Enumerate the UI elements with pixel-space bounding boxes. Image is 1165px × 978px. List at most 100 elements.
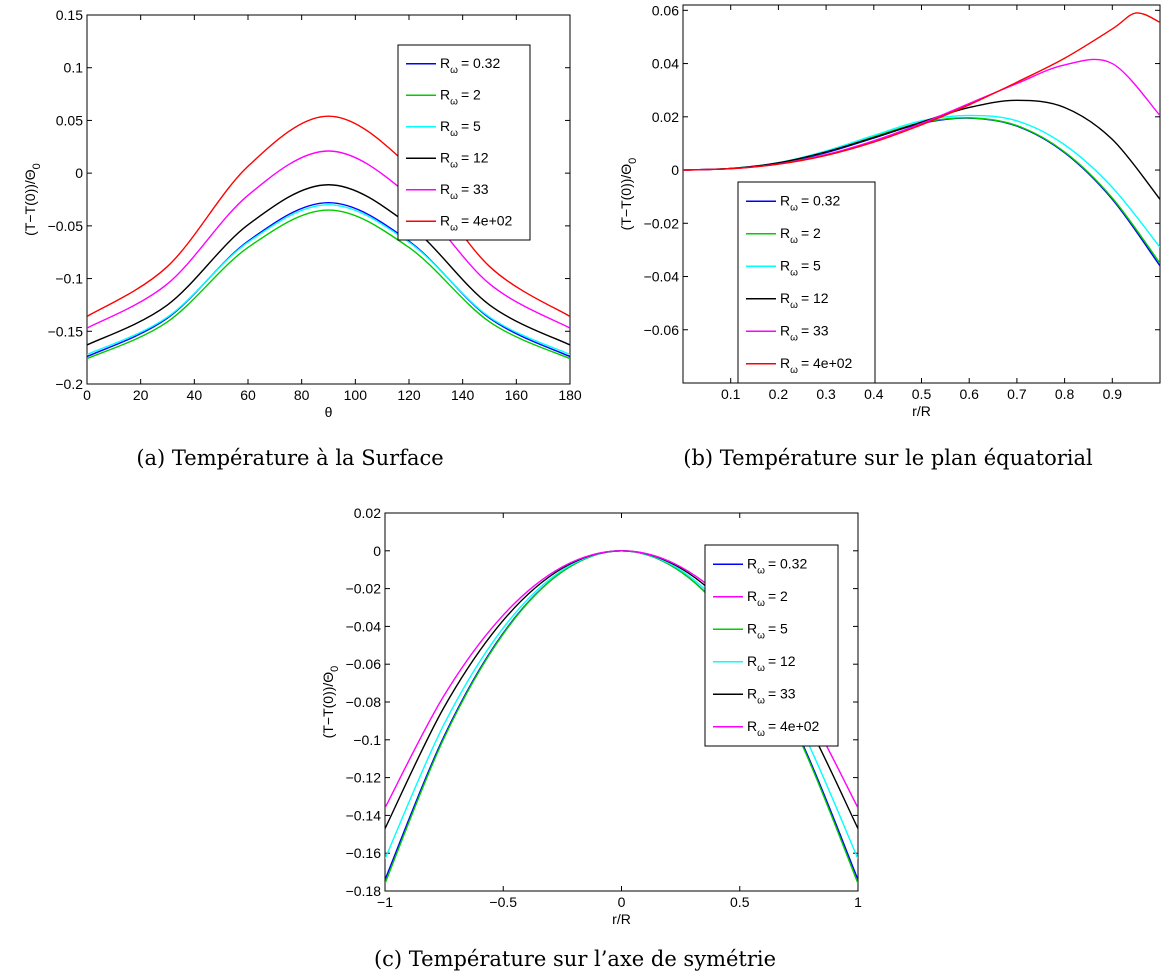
- x-tick-label: 0.9: [1103, 386, 1123, 402]
- chart-symmetry-axis-temperature: −1 −0.5 0 0.5 1 −0.18 −0.16 −0.14 −0.12 −0.1 −0.08…: [320, 505, 862, 971]
- legend-label: Rω = 2: [440, 86, 481, 107]
- y-axis-label-group: (T−T(0))/Θ0: [618, 158, 639, 231]
- x-tick-label: 1: [854, 894, 862, 910]
- x-tick-label: 20: [133, 387, 149, 403]
- y-axis-label-sub: 0: [31, 163, 43, 169]
- legend-label-value: = 4e+02: [801, 355, 853, 371]
- x-tick-label: −0.5: [489, 894, 517, 910]
- y-tick-label: 0.04: [652, 56, 679, 72]
- legend-label-sub: ω: [790, 235, 798, 246]
- x-tick-label: 0.2: [769, 386, 789, 402]
- legend-label-sub: ω: [450, 159, 458, 170]
- y-tick-label: −0.06: [346, 656, 382, 672]
- y-tick-label: −0.02: [346, 581, 382, 597]
- legend-label-symbol: R: [780, 225, 790, 241]
- y-tick-label: 0.02: [652, 109, 679, 125]
- x-tick-label: 0.4: [864, 386, 884, 402]
- legend-label-sub: ω: [790, 300, 798, 311]
- legend-label: Rω = 33: [780, 322, 829, 343]
- legend-label-value: = 33: [461, 181, 489, 197]
- y-tick-label: −0.15: [48, 323, 84, 339]
- legend-label: Rω = 4e+02: [780, 355, 853, 376]
- legend-label-symbol: R: [747, 653, 757, 669]
- y-tick-label: −0.02: [644, 215, 680, 231]
- x-tick-label: 0.6: [959, 386, 979, 402]
- y-tick-label: −0.08: [346, 694, 382, 710]
- legend-label: Rω = 0.32: [440, 55, 500, 76]
- x-tick-label: 0: [83, 387, 91, 403]
- x-tick-label: 40: [187, 387, 203, 403]
- legend-label: Rω = 2: [780, 225, 821, 246]
- y-tick-label: 0.15: [56, 7, 83, 23]
- y-tick-label: −0.2: [55, 376, 83, 392]
- series-line-3: [87, 184, 570, 346]
- legend-label-sub: ω: [450, 96, 458, 107]
- legend-label-symbol: R: [440, 181, 450, 197]
- legend-label-value: = 2: [768, 588, 788, 604]
- legend-label: Rω = 33: [747, 685, 796, 706]
- x-tick-label: −1: [377, 894, 393, 910]
- legend-label-value: = 33: [801, 322, 829, 338]
- legend-label: Rω = 0.32: [780, 192, 840, 213]
- legend-label-symbol: R: [440, 149, 450, 165]
- x-tick-label: 160: [505, 387, 529, 403]
- legend-label-sub: ω: [450, 191, 458, 202]
- x-tick-label: 0.7: [1007, 386, 1027, 402]
- legend-label-value: = 12: [768, 653, 796, 669]
- x-tick-label: 0.3: [816, 386, 836, 402]
- legend-label-symbol: R: [440, 55, 450, 71]
- legend-label-value: = 5: [801, 257, 821, 273]
- legend-label-value: = 4e+02: [461, 212, 513, 228]
- legend-label-sub: ω: [757, 663, 765, 674]
- x-axis-label: θ: [325, 404, 333, 420]
- x-tick-label: 180: [558, 387, 582, 403]
- legend-label: Rω = 2: [747, 588, 788, 609]
- legend-label-sub: ω: [757, 695, 765, 706]
- legend-label: Rω = 33: [440, 181, 489, 202]
- legend-label: Rω = 12: [747, 653, 796, 674]
- series-line-5: [683, 12, 1160, 171]
- legend-label-value: = 0.32: [801, 192, 841, 208]
- x-tick-label: 100: [344, 387, 368, 403]
- series-line-0: [87, 201, 570, 358]
- y-tick-label: 0: [75, 165, 83, 181]
- x-tick-label: 0.5: [912, 386, 932, 402]
- y-axis-label: (T−T(0))/Θ0: [618, 158, 639, 231]
- legend-label: Rω = 0.32: [747, 555, 807, 576]
- y-tick-label: −0.12: [346, 770, 382, 786]
- x-tick-label: 0.8: [1055, 386, 1075, 402]
- chart-surface-temperature: 0 20 40 60 80 100 120 140 160 180 −0.2 −0.15 −0.1 −0.…: [22, 7, 582, 470]
- y-axis-label-main: (T−T(0))/Θ: [320, 672, 336, 739]
- legend-label-value: = 5: [768, 620, 788, 636]
- y-axis-label-main: (T−T(0))/Θ: [22, 169, 38, 236]
- legend-label-sub: ω: [757, 630, 765, 641]
- y-tick-label: −0.04: [644, 269, 680, 285]
- legend-label-sub: ω: [450, 65, 458, 76]
- legend-box: [704, 544, 839, 747]
- y-tick-label: 0.05: [56, 112, 83, 128]
- legend-label-sub: ω: [757, 598, 765, 609]
- series-line-3: [683, 99, 1160, 200]
- x-axis-label: r/R: [612, 911, 631, 927]
- legend-label-sub: ω: [790, 365, 798, 376]
- legend-label-sub: ω: [790, 267, 798, 278]
- y-tick-label: −0.18: [346, 883, 382, 899]
- legend-label-sub: ω: [757, 565, 765, 576]
- legend-label: Rω = 4e+02: [440, 212, 513, 233]
- legend-label: Rω = 5: [747, 620, 788, 641]
- y-tick-label: 0: [671, 162, 679, 178]
- legend-label-value: = 12: [461, 149, 489, 165]
- legend-label-symbol: R: [440, 118, 450, 134]
- y-axis-label-group: (T−T(0))/Θ0: [320, 666, 341, 739]
- figure-caption: (b) Température sur le plan équatorial: [683, 446, 1093, 470]
- x-tick-label: 80: [294, 387, 310, 403]
- y-tick-label: −0.1: [55, 271, 83, 287]
- legend-label-sub: ω: [790, 332, 798, 343]
- legend-label: Rω = 12: [440, 149, 489, 170]
- legend-label: Rω = 5: [780, 257, 821, 278]
- series-line-5: [87, 115, 570, 318]
- figure-caption: (c) Température sur l’axe de symétrie: [374, 947, 776, 971]
